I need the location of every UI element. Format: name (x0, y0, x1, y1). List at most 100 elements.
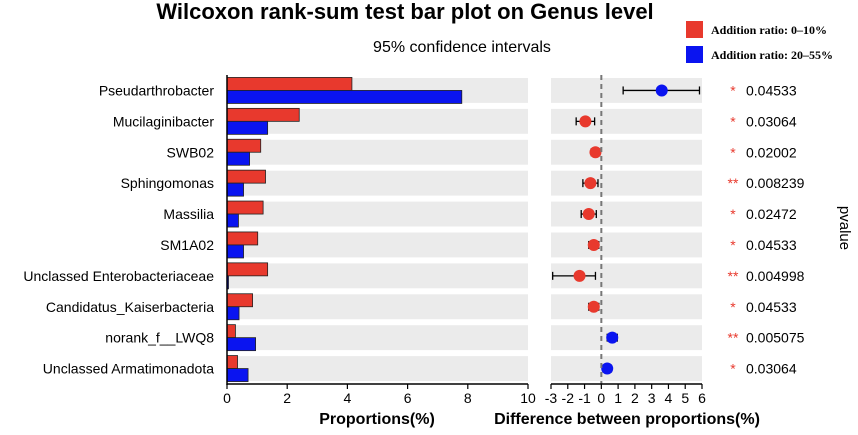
bar-series-2 (226, 213, 239, 228)
legend: Addition ratio: 0–10% Addition ratio: 20… (686, 21, 833, 63)
bar-series-1 (226, 77, 353, 91)
row-band-right (551, 201, 702, 227)
difference-point (582, 208, 595, 221)
row-band-left (227, 232, 528, 258)
category-label: Candidatus_Kaiserbacteria (46, 299, 214, 315)
legend-label-series-1: Addition ratio: 0–10% (711, 23, 827, 37)
significance-stars: ** (728, 175, 739, 191)
category-label: Unclassed Armatimonadota (43, 361, 214, 377)
legend-label-series-2: Addition ratio: 20–55% (711, 48, 833, 62)
bar-series-1 (226, 169, 266, 184)
bar-series-1 (226, 293, 253, 308)
bar-series-1 (226, 200, 264, 215)
legend-swatch-series-1 (686, 21, 703, 38)
bar-series-1 (226, 231, 259, 246)
significance-stars: * (730, 237, 736, 253)
right-x-tick-label: 0 (597, 390, 605, 406)
row-band-left (227, 263, 528, 289)
row-band-right (551, 325, 702, 351)
left-x-tick-label: 6 (404, 390, 412, 406)
significance-stars: ** (728, 268, 739, 284)
category-label: SWB02 (167, 144, 215, 160)
pvalue-label: 0.03064 (746, 361, 797, 377)
right-x-axis-label: Difference between proportions(%) (494, 411, 760, 428)
category-label: SM1A02 (160, 237, 214, 253)
difference-point (587, 300, 600, 313)
right-x-tick-label: -3 (545, 390, 558, 406)
bar-series-1 (226, 138, 262, 153)
difference-point (589, 146, 602, 159)
right-x-tick-label: 3 (648, 390, 656, 406)
significance-stars: * (730, 299, 736, 315)
category-label: Unclassed Enterobacteriaceae (23, 268, 214, 284)
right-x-tick-label: -1 (578, 390, 591, 406)
category-label: Mucilaginibacter (113, 113, 214, 129)
right-x-tick-label: -2 (562, 390, 575, 406)
right-x-tick-label: 1 (614, 390, 622, 406)
pvalue-label: 0.004998 (746, 268, 805, 284)
pvalue-label: 0.02002 (746, 144, 797, 160)
significance-stars: * (730, 113, 736, 129)
bar-series-2 (226, 182, 244, 197)
pvalue-label: 0.02472 (746, 206, 797, 222)
bar-series-1 (226, 324, 236, 339)
bar-series-1 (226, 355, 238, 369)
category-label: Massilia (163, 206, 214, 222)
row-band-left (227, 201, 528, 227)
bar-series-1 (226, 107, 300, 122)
bar-series-2 (226, 368, 249, 382)
left-x-tick-label: 0 (223, 390, 231, 406)
left-x-tick-label: 10 (520, 390, 536, 406)
bar-series-2 (226, 90, 463, 104)
pvalue-label: 0.04533 (746, 237, 797, 253)
right-x-tick-label: 5 (681, 390, 689, 406)
legend-swatch-series-2 (686, 46, 703, 63)
chart-subtitle: 95% confidence intervals (373, 39, 551, 56)
difference-point (601, 362, 614, 375)
category-label: norank_f__LWQ8 (105, 330, 214, 346)
row-band-left (227, 170, 528, 196)
row-band-right (551, 294, 702, 320)
pvalue-label: 0.04533 (746, 82, 797, 98)
row-band-right (551, 356, 702, 381)
left-x-axis-label: Proportions(%) (319, 411, 435, 428)
significance-stars: * (730, 361, 736, 377)
row-band-left (227, 294, 528, 320)
right-x-tick-label: 6 (698, 390, 706, 406)
significance-stars: * (730, 144, 736, 160)
chart-title: Wilcoxon rank-sum test bar plot on Genus… (156, 0, 653, 24)
significance-stars: ** (728, 330, 739, 346)
right-x-tick-label: 2 (631, 390, 639, 406)
pvalue-label: 0.03064 (746, 113, 797, 129)
difference-point (573, 269, 586, 282)
difference-point (584, 177, 597, 190)
row-band-right (551, 139, 702, 165)
pvalue-axis-label: pvalue (836, 206, 853, 250)
significance-stars: * (730, 206, 736, 222)
category-label: Pseudarthrobacter (99, 82, 215, 98)
bar-series-1 (226, 262, 269, 277)
difference-point (579, 115, 592, 128)
row-band-right (551, 170, 702, 196)
left-x-tick-label: 2 (283, 390, 291, 406)
bar-series-2 (226, 120, 269, 135)
bar-series-2 (226, 151, 250, 166)
bar-series-2 (226, 306, 240, 321)
bar-series-2 (226, 337, 256, 352)
row-band-right (551, 232, 702, 258)
pvalue-label: 0.008239 (746, 175, 805, 191)
difference-point (587, 238, 600, 251)
left-x-tick-label: 8 (464, 390, 472, 406)
difference-point (655, 84, 668, 97)
bar-series-2 (226, 244, 244, 259)
row-band-left (227, 139, 528, 165)
difference-point (606, 331, 619, 344)
row-band-right (551, 108, 702, 134)
left-x-tick-label: 4 (344, 390, 352, 406)
pvalue-label: 0.04533 (746, 299, 797, 315)
row-band-left (227, 325, 528, 351)
row-band-left (227, 356, 528, 381)
pvalue-label: 0.005075 (746, 330, 805, 346)
right-x-tick-label: 4 (665, 390, 673, 406)
